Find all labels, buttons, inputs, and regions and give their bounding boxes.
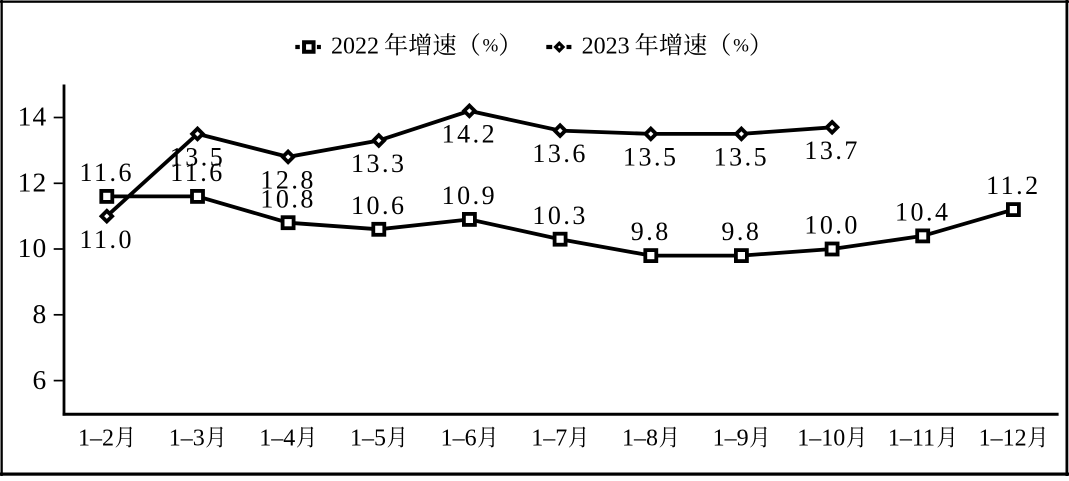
svg-text:%: % <box>733 36 749 57</box>
svg-text:10.0: 10.0 <box>804 211 860 240</box>
svg-text:13.5: 13.5 <box>170 143 226 172</box>
svg-text:10.4: 10.4 <box>895 198 951 227</box>
svg-text:1–11: 1–11 <box>888 426 935 452</box>
svg-text:1–6: 1–6 <box>441 426 477 452</box>
svg-text:10.9: 10.9 <box>442 181 498 210</box>
svg-text:13.5: 13.5 <box>623 143 679 172</box>
svg-text:1–8: 1–8 <box>622 426 658 452</box>
svg-text:1–7: 1–7 <box>531 426 567 452</box>
svg-text:1–3: 1–3 <box>169 426 205 452</box>
svg-text:12: 12 <box>18 167 48 198</box>
svg-text:13.6: 13.6 <box>532 139 588 168</box>
svg-text:9.8: 9.8 <box>721 217 761 246</box>
svg-text:14.2: 14.2 <box>442 120 498 149</box>
svg-text:6: 6 <box>33 364 48 395</box>
svg-text:12.8: 12.8 <box>260 166 316 195</box>
svg-text:2023: 2023 <box>582 34 630 60</box>
svg-text:13.7: 13.7 <box>804 136 860 165</box>
svg-text:11.6: 11.6 <box>170 158 225 187</box>
svg-text:1–4: 1–4 <box>259 426 295 452</box>
svg-text:14: 14 <box>18 101 48 132</box>
svg-text:13.5: 13.5 <box>714 143 770 172</box>
svg-text:1–2: 1–2 <box>78 426 114 452</box>
svg-text:11.2: 11.2 <box>986 171 1041 200</box>
svg-text:11.0: 11.0 <box>80 225 135 254</box>
svg-text:13.3: 13.3 <box>351 149 407 178</box>
svg-text:11.6: 11.6 <box>80 158 135 187</box>
svg-text:%: % <box>483 36 499 57</box>
svg-text:1–12: 1–12 <box>979 426 1027 452</box>
svg-text:9.8: 9.8 <box>631 217 671 246</box>
svg-text:1–5: 1–5 <box>350 426 386 452</box>
svg-text:8: 8 <box>33 298 48 329</box>
svg-text:1–10: 1–10 <box>797 426 845 452</box>
svg-text:10.8: 10.8 <box>260 184 316 213</box>
svg-text:1–9: 1–9 <box>713 426 749 452</box>
svg-text:10.6: 10.6 <box>351 191 407 220</box>
svg-text:10.3: 10.3 <box>532 201 588 230</box>
svg-text:10: 10 <box>18 232 48 263</box>
svg-text:2022: 2022 <box>331 34 379 60</box>
